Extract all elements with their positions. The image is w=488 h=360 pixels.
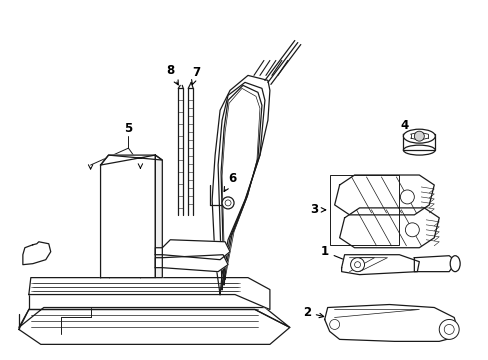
Text: 7: 7 xyxy=(191,66,200,85)
Polygon shape xyxy=(341,255,419,275)
Polygon shape xyxy=(339,208,438,248)
Circle shape xyxy=(438,319,458,339)
Ellipse shape xyxy=(449,256,459,272)
Circle shape xyxy=(400,190,413,204)
Text: 1: 1 xyxy=(320,245,347,262)
Polygon shape xyxy=(29,278,269,310)
Text: 3: 3 xyxy=(310,203,318,216)
Polygon shape xyxy=(101,155,155,278)
Polygon shape xyxy=(155,240,229,260)
Circle shape xyxy=(350,258,364,272)
Polygon shape xyxy=(413,256,453,272)
Text: 4: 4 xyxy=(400,119,414,140)
Circle shape xyxy=(405,223,419,237)
Ellipse shape xyxy=(403,129,434,143)
Polygon shape xyxy=(324,305,456,341)
Circle shape xyxy=(222,197,234,209)
Polygon shape xyxy=(19,310,289,345)
Polygon shape xyxy=(23,242,51,265)
Circle shape xyxy=(329,319,339,329)
Polygon shape xyxy=(19,307,289,328)
Text: 6: 6 xyxy=(224,171,236,192)
Polygon shape xyxy=(101,155,162,165)
Text: 8: 8 xyxy=(166,64,178,85)
Circle shape xyxy=(413,131,424,141)
Polygon shape xyxy=(155,255,227,272)
Text: 5: 5 xyxy=(124,122,132,135)
Bar xyxy=(329,175,399,245)
Polygon shape xyxy=(403,134,434,150)
Polygon shape xyxy=(155,155,162,278)
Polygon shape xyxy=(334,175,433,215)
Text: 2: 2 xyxy=(302,306,323,319)
